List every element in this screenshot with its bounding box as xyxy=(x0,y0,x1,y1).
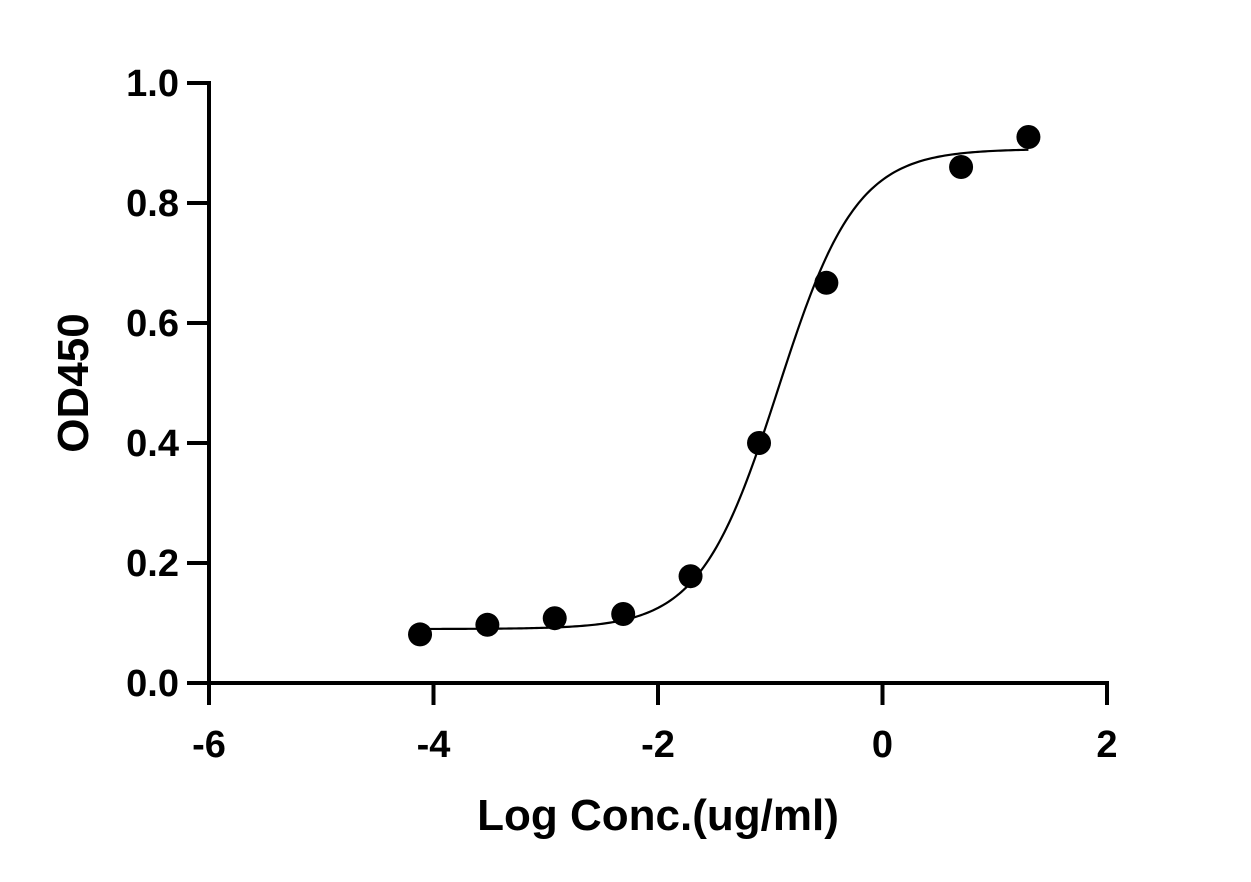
x-tick-label: -2 xyxy=(641,724,675,766)
x-axis-title: Log Conc.(ug/ml) xyxy=(477,791,839,840)
y-tick-label: 0.8 xyxy=(126,183,179,225)
data-point xyxy=(747,431,772,455)
fit-curve xyxy=(420,148,1029,631)
data-point xyxy=(611,602,636,626)
data-point xyxy=(475,612,500,637)
data-point xyxy=(678,564,703,589)
x-tick-label: -6 xyxy=(192,724,226,766)
y-tick-label: 1.0 xyxy=(126,63,179,105)
data-point xyxy=(408,622,433,647)
data-point xyxy=(949,155,974,179)
data-point xyxy=(1016,125,1041,149)
axes: 0.0 0.2 0.4 0.6 0.8 1.0 -6 -4 -2 0 2 xyxy=(126,63,1117,766)
data-point xyxy=(814,270,839,295)
x-tick-label: -4 xyxy=(417,724,451,766)
data-point xyxy=(542,606,567,631)
y-axis-title: OD450 xyxy=(49,313,98,452)
y-tick-label: 0.4 xyxy=(126,423,179,465)
y-tick-label: 0.2 xyxy=(126,543,179,585)
y-tick-label: 0.0 xyxy=(126,663,179,705)
x-tick-label: 2 xyxy=(1096,724,1117,766)
data-points xyxy=(408,125,1041,647)
fit-curve-group xyxy=(420,148,1029,631)
y-tick-label: 0.6 xyxy=(126,303,179,345)
x-tick-label: 0 xyxy=(872,724,893,766)
